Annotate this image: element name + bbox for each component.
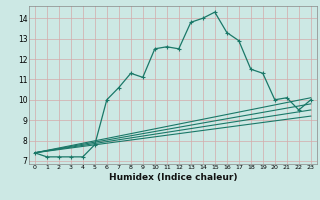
X-axis label: Humidex (Indice chaleur): Humidex (Indice chaleur)	[108, 173, 237, 182]
